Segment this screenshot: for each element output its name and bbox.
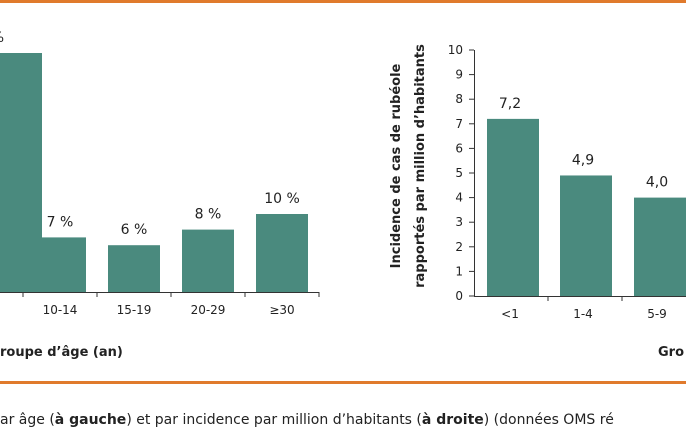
left-bar-2 — [108, 245, 160, 292]
left-chart: % 7 % 10-14 6 % 15-19 8 % 20-29 10 % ≥30 roupe d’… — [0, 30, 320, 360]
right-y-axis-title-line1: Incidence de cas de rubéole — [389, 63, 404, 268]
right-y-tick-label-6: 6 — [455, 141, 463, 155]
right-tick-label-0: <1 — [501, 307, 519, 321]
charts-area: % 7 % 10-14 6 % 15-19 8 % 20-29 10 % ≥30 roupe d’… — [0, 30, 686, 360]
right-data-label-1: 4,9 — [572, 152, 594, 168]
right-data-label-0: 7,2 — [499, 96, 521, 112]
caption-bold-left: à gauche — [54, 412, 127, 428]
right-y-tick-label-10: 10 — [448, 43, 463, 57]
right-x-axis-title: Gro — [658, 345, 684, 360]
left-data-label-3: 8 % — [195, 207, 222, 223]
right-y-axis-title-line2: rapportés par million d’habitants — [413, 44, 428, 288]
left-data-label-4: 10 % — [264, 191, 300, 207]
right-tick-label-2: 5-9 — [647, 307, 667, 321]
top-rule — [0, 0, 686, 3]
right-y-tick-label-8: 8 — [455, 92, 463, 106]
bottom-rule — [0, 381, 686, 384]
figure-caption: ar âge (à gauche) et par incidence par m… — [0, 411, 686, 429]
right-y-tick-label-5: 5 — [455, 166, 463, 180]
left-data-label-0: % — [0, 30, 4, 46]
left-tick-label-2: 15-19 — [117, 303, 152, 317]
left-tick-label-3: 20-29 — [191, 303, 226, 317]
left-x-axis-title: roupe d’âge (an) — [0, 345, 123, 360]
caption-text-1: ar âge ( — [0, 412, 55, 428]
left-tick-label-4: ≥30 — [269, 303, 294, 317]
right-y-tick-label-1: 1 — [455, 264, 463, 278]
left-data-label-2: 6 % — [121, 222, 148, 238]
left-tick-label-1: 10-14 — [43, 303, 78, 317]
left-bar-3 — [182, 229, 234, 292]
right-y-tick-label-2: 2 — [455, 240, 463, 254]
left-data-label-1: 7 % — [47, 214, 74, 230]
caption-bold-right: à droite — [421, 412, 484, 428]
right-bar-2 — [634, 197, 686, 296]
right-y-tick-label-7: 7 — [455, 117, 463, 131]
left-bar-1 — [34, 237, 86, 292]
right-data-label-2: 4,0 — [646, 175, 668, 191]
right-bar-0 — [487, 118, 539, 296]
right-chart: 0 1 2 3 4 5 6 7 8 9 10 7,2 <1 4,9 1-4 4,0 5-9 Gro Incidenc… — [389, 43, 686, 360]
right-tick-label-1: 1-4 — [573, 307, 593, 321]
right-bar-1 — [560, 175, 612, 296]
left-bar-4 — [256, 214, 308, 292]
right-y-tick-label-0: 0 — [455, 289, 463, 303]
right-y-tick-label-9: 9 — [455, 68, 463, 82]
caption-text-3: ) (données OMS ré — [483, 412, 614, 428]
right-y-tick-label-3: 3 — [455, 215, 463, 229]
caption-text-2: ) et par incidence par million d’habitan… — [126, 412, 422, 428]
right-y-tick-label-4: 4 — [455, 191, 463, 205]
